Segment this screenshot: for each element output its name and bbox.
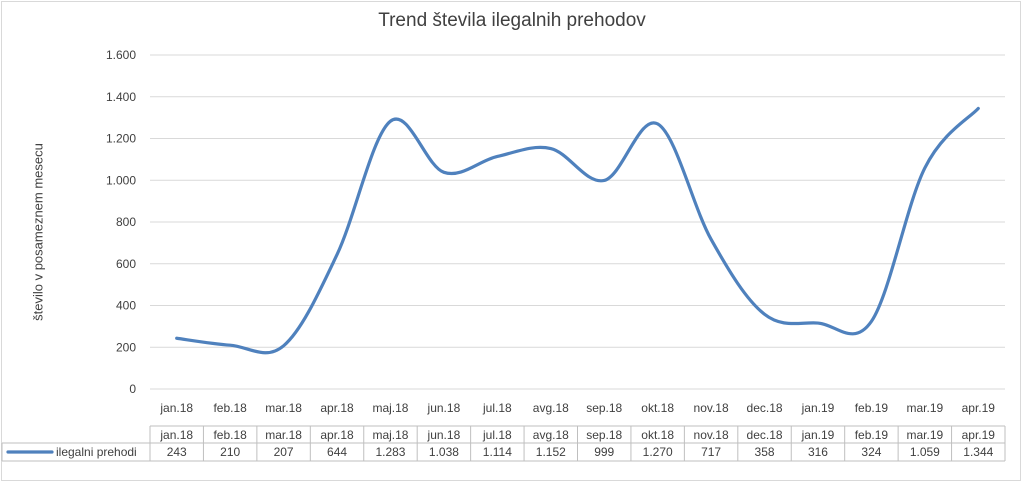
table-header-cell: jan.19 [801,428,835,442]
x-tick-label: jan.19 [801,401,835,415]
chart-title: Trend števila ilegalnih prehodov [378,10,646,31]
y-tick-label: 1.200 [106,132,136,146]
y-tick-label: 400 [116,299,136,313]
table-value-cell: 644 [327,445,347,459]
x-tick-label: maj.18 [372,401,408,415]
series-line-group [175,106,980,355]
table-header-cell: maj.18 [372,428,408,442]
x-tick-label: feb.18 [213,401,247,415]
y-tick-label: 200 [116,340,136,354]
x-tick-label: okt.18 [641,401,674,415]
x-tick-label: apr.18 [320,401,354,415]
table-value-cell: 1.344 [963,445,993,459]
table-header-cell: feb.18 [213,428,247,442]
table-header-cell: avg.18 [533,428,569,442]
table-header-cell: nov.18 [694,428,729,442]
table-header-cell: apr.18 [320,428,354,442]
table-header-cell: okt.18 [641,428,674,442]
table-value-cell: 1.038 [429,445,459,459]
legend-label: ilegalni prehodi [56,445,137,459]
y-tick-labels: 0 200 400 600 800 1.000 1.200 1.400 1.600 [106,48,136,396]
x-tick-label: jan.18 [159,401,193,415]
series-line [175,106,980,355]
table-header-cell: jun.18 [427,428,461,442]
x-tick-label: jul.18 [482,401,512,415]
x-tick-labels: jan.18 feb.18 mar.18 apr.18 maj.18 jun.18 jul.… [159,401,995,415]
x-tick-label: mar.19 [907,401,944,415]
table-value-cell: 210 [220,445,240,459]
table-header-cell: feb.19 [855,428,889,442]
gridlines [150,54,1005,390]
table-value-cell: 1.059 [910,445,940,459]
table-value-cell: 1.283 [375,445,405,459]
table-header-cell: apr.19 [962,428,996,442]
table-header-cell: jul.18 [482,428,512,442]
table-value-cell: 316 [808,445,828,459]
y-tick-label: 600 [116,257,136,271]
y-tick-label: 1.600 [106,48,136,62]
x-tick-label: avg.18 [533,401,569,415]
table-value-cell: 717 [701,445,721,459]
y-tick-label: 800 [116,215,136,229]
y-tick-label: 1.400 [106,90,136,104]
table-value-cell: 1.114 [483,445,512,459]
x-tick-label: mar.18 [265,401,302,415]
x-tick-label: jun.18 [427,401,461,415]
table-value-cell: 207 [274,445,294,459]
x-tick-label: sep.18 [586,401,622,415]
table-header-cell: sep.18 [586,428,622,442]
table-value-cell: 324 [861,445,881,459]
x-tick-label: nov.18 [694,401,729,415]
table-header-cell: mar.18 [265,428,302,442]
y-tick-label: 0 [129,382,136,396]
table-value-cell: 243 [167,445,187,459]
x-tick-label: apr.19 [962,401,996,415]
data-table: jan.18 feb.18 mar.18 apr.18 maj.18 jun.18 jul.… [1,425,1006,462]
y-tick-label: 1.000 [106,173,136,187]
table-value-cell: 999 [594,445,614,459]
table-header-cell: dec.18 [747,428,783,442]
table-header-cell: jan.18 [159,428,193,442]
table-value-cell: 358 [755,445,775,459]
x-tick-label: feb.19 [855,401,889,415]
x-tick-label: dec.18 [747,401,783,415]
table-value-cell: 1.152 [536,445,566,459]
table-value-cell: 1.270 [643,445,673,459]
table-header-cell: mar.19 [907,428,944,442]
